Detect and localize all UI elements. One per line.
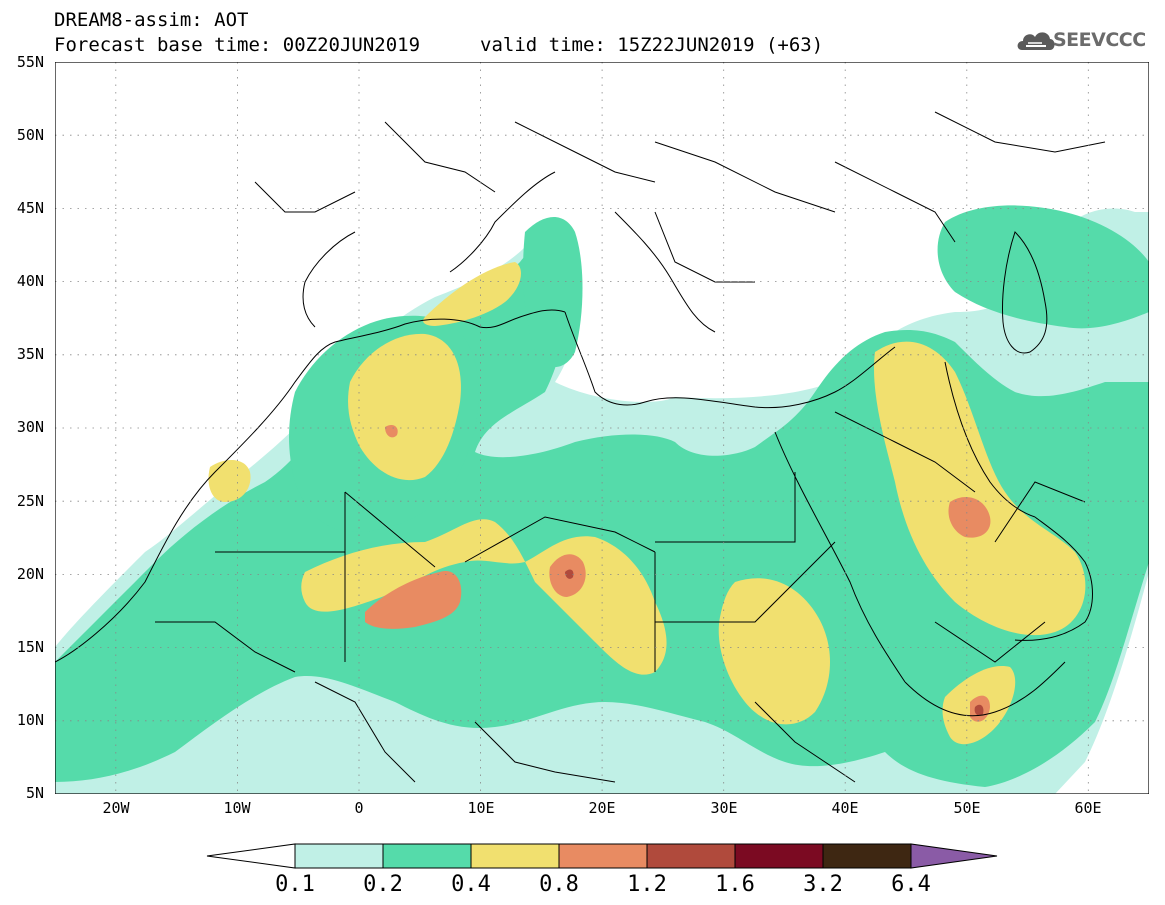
lat-label-35n: 35N: [16, 345, 44, 363]
aot-band-08: [948, 497, 991, 538]
cloud-icon: [1017, 32, 1055, 50]
colorbar-swatch-1: [382, 843, 472, 869]
colorbar-label-0.4: 0.4: [451, 872, 491, 897]
lat-label-45n: 45N: [16, 199, 44, 217]
aot-band-08: [385, 424, 398, 438]
lat-label-55n: 55N: [16, 53, 44, 71]
aot-band-02: [937, 205, 1149, 329]
lon-label-20w: 20W: [102, 799, 130, 817]
map-title: DREAM8-assim: AOT: [54, 9, 249, 31]
colorbar-swatch-5: [734, 843, 824, 869]
colorbar-swatch-2: [470, 843, 560, 869]
colorbar: [206, 843, 998, 869]
aot-map: [55, 62, 1149, 794]
lon-label-0: 0: [354, 799, 364, 817]
lon-label-10e: 10E: [467, 799, 495, 817]
logo-text: SEEVCCC: [1053, 29, 1146, 51]
lon-label-10w: 10W: [223, 799, 251, 817]
aot-band-04: [874, 341, 1086, 636]
colorbar-swatch-6: [822, 843, 912, 869]
lat-label-40n: 40N: [16, 272, 44, 290]
coastlines: [55, 111, 1106, 783]
aot-shading: [55, 205, 1149, 794]
colorbar-label-1.2: 1.2: [627, 872, 667, 897]
aot-band-04: [348, 333, 461, 481]
lat-label-15n: 15N: [16, 638, 44, 656]
lon-label-50e: 50E: [953, 799, 981, 817]
colorbar-label-0.1: 0.1: [275, 872, 315, 897]
aot-band-12: [974, 704, 984, 716]
aot-band-08: [365, 571, 462, 629]
colorbar-under-triangle: [206, 843, 296, 869]
colorbar-swatch-4: [646, 843, 736, 869]
colorbar-label-3.2: 3.2: [803, 872, 843, 897]
colorbar-label-6.4: 6.4: [891, 872, 931, 897]
aot-band-12: [565, 569, 574, 579]
lat-label-25n: 25N: [16, 492, 44, 510]
aot-band-04: [718, 578, 830, 725]
lat-label-10n: 10N: [16, 711, 44, 729]
aot-band-04: [208, 460, 251, 502]
lat-label-30n: 30N: [16, 418, 44, 436]
lon-label-60e: 60E: [1074, 799, 1102, 817]
lat-label-50n: 50N: [16, 126, 44, 144]
colorbar-swatch-0: [294, 843, 384, 869]
colorbar-label-1.6: 1.6: [715, 872, 755, 897]
forecast-base-time: Forecast base time: 00Z20JUN2019: [54, 34, 421, 56]
colorbar-swatch-3: [558, 843, 648, 869]
lon-label-30e: 30E: [710, 799, 738, 817]
lat-label-20n: 20N: [16, 565, 44, 583]
colorbar-label-0.2: 0.2: [363, 872, 403, 897]
lat-label-5n: 5N: [25, 784, 44, 802]
aot-band-04: [423, 262, 521, 326]
valid-time: valid time: 15Z22JUN2019 (+63): [480, 34, 824, 56]
aot-band-02: [523, 217, 583, 367]
colorbar-over-triangle: [910, 843, 998, 869]
lon-label-20e: 20E: [588, 799, 616, 817]
lon-label-40e: 40E: [831, 799, 859, 817]
colorbar-label-0.8: 0.8: [539, 872, 579, 897]
